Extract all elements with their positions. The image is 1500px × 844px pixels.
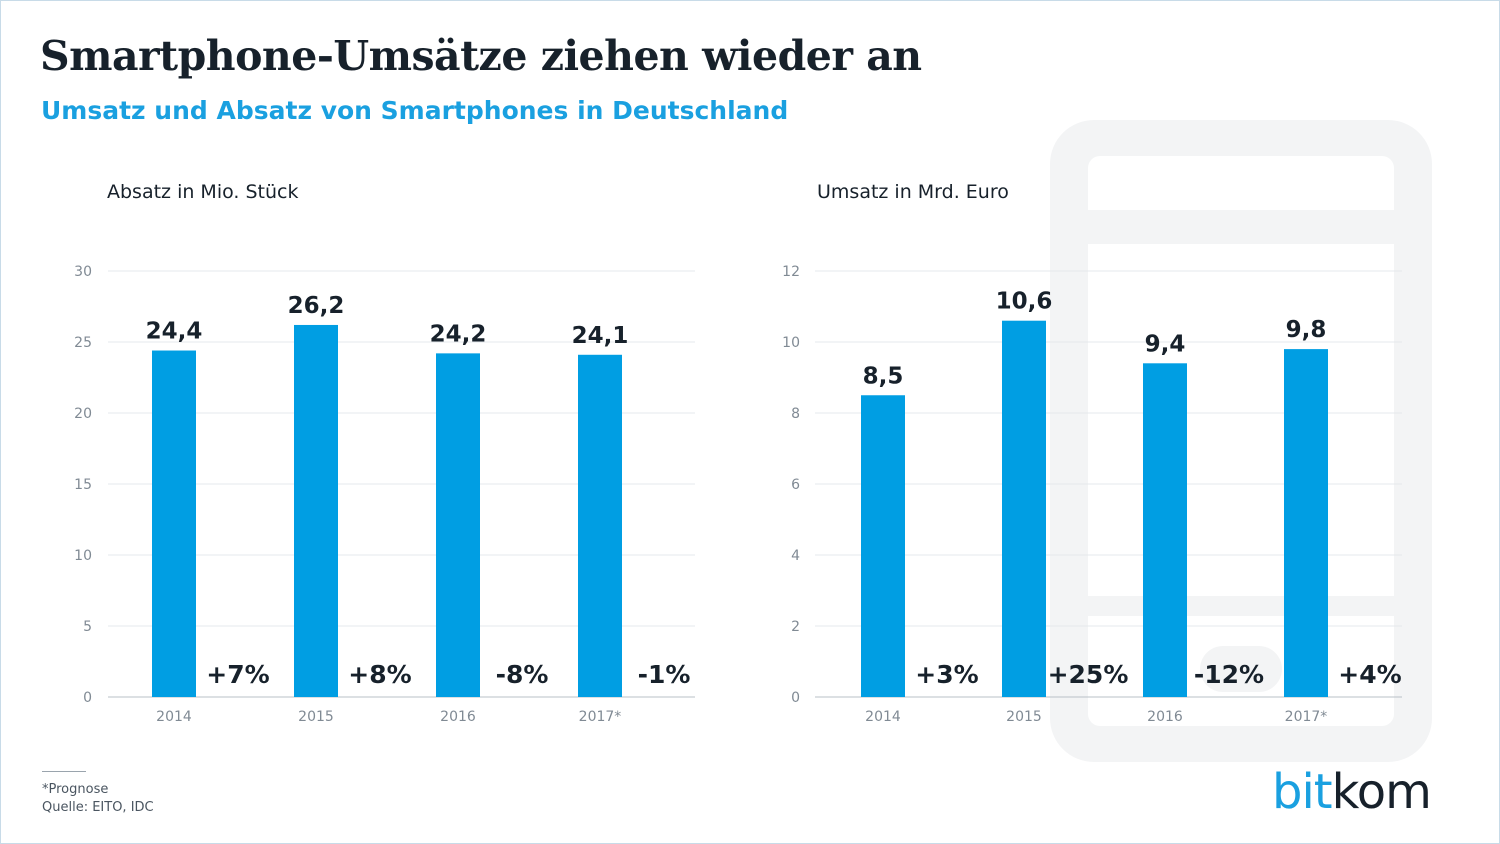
chart-2-y-tick-label: 2	[791, 619, 800, 635]
chart-1-y-tick-label: 25	[74, 335, 92, 351]
chart-1-y-tick-label: 10	[74, 548, 92, 564]
smartphone-illustration	[1050, 120, 1432, 762]
chart-1-change-label: +7%	[206, 660, 269, 689]
chart-1-value-label: 24,2	[430, 321, 487, 347]
chart-1-value-label: 24,4	[146, 319, 203, 345]
footnote-source: Quelle: EITO, IDC	[42, 800, 154, 815]
phone-home-button	[1200, 646, 1282, 692]
chart-2-bar	[1143, 363, 1187, 697]
chart-2-y-tick-label: 0	[791, 690, 800, 706]
chart-1-y-tick-label: 5	[83, 619, 92, 635]
chart-2-bar	[861, 395, 905, 697]
bitkom-logo: bitkom	[1272, 764, 1432, 820]
chart-2-bar	[1284, 349, 1328, 697]
chart-1-bar	[294, 324, 338, 697]
chart-1-change-label: -8%	[496, 660, 549, 689]
chart-2-change-label: +3%	[915, 660, 978, 689]
chart-1-value-label: 24,1	[572, 323, 629, 349]
chart-1-y-tick-label: 15	[74, 477, 92, 493]
page-subtitle: Umsatz und Absatz von Smartphones in Deu…	[41, 96, 789, 125]
chart-2-value-label: 9,4	[1145, 331, 1186, 357]
chart-1-title: Absatz in Mio. Stück	[107, 181, 298, 203]
chart-1-y-tick-label: 0	[83, 690, 92, 706]
chart-1-x-tick-label: 2015	[298, 709, 334, 725]
chart-2-x-tick-label: 2017*	[1285, 709, 1328, 725]
chart-1-x-tick-label: 2017*	[579, 709, 622, 725]
chart-2-value-label: 10,6	[996, 289, 1053, 315]
chart-2-change-label: +25%	[1048, 660, 1129, 689]
phone-screen	[1088, 244, 1394, 596]
chart-2-bar	[1002, 320, 1046, 697]
chart-1-y-tick-label: 20	[74, 406, 92, 422]
chart-1-x-tick-label: 2014	[156, 709, 192, 725]
logo-part-kom: kom	[1331, 764, 1432, 820]
chart-2-y-tick-label: 12	[782, 264, 800, 280]
chart-2-title: Umsatz in Mrd. Euro	[817, 181, 1009, 203]
chart-1-bar	[578, 354, 622, 697]
chart-1-change-label: -1%	[638, 660, 691, 689]
chart-2-y-tick-label: 6	[791, 477, 800, 493]
footnote-prognose: *Prognose	[42, 782, 109, 797]
footnote-divider	[42, 771, 86, 772]
chart-2-value-label: 9,8	[1286, 317, 1327, 343]
phone-speaker-area	[1088, 156, 1394, 210]
chart-2-x-tick-label: 2015	[1006, 709, 1042, 725]
chart-2-value-label: 8,5	[863, 363, 904, 389]
chart-2-x-tick-label: 2016	[1147, 709, 1183, 725]
chart-2-y-tick-label: 8	[791, 406, 800, 422]
chart-2-y-tick-label: 4	[791, 548, 800, 564]
chart-1-bar	[436, 353, 480, 697]
logo-part-bit: bit	[1272, 764, 1333, 820]
chart-2-change-label: +4%	[1338, 660, 1401, 689]
chart-1-value-label: 26,2	[288, 293, 345, 319]
chart-2-change-label: -12%	[1194, 660, 1264, 689]
chart-2-x-tick-label: 2014	[865, 709, 901, 725]
chart-1-bar	[152, 350, 196, 697]
chart-1-change-label: +8%	[348, 660, 411, 689]
page-title: Smartphone-Umsätze ziehen wieder an	[40, 32, 922, 80]
chart-2-y-tick-label: 10	[782, 335, 800, 351]
chart-1-x-tick-label: 2016	[440, 709, 476, 725]
chart-1-y-tick-label: 30	[74, 264, 92, 280]
